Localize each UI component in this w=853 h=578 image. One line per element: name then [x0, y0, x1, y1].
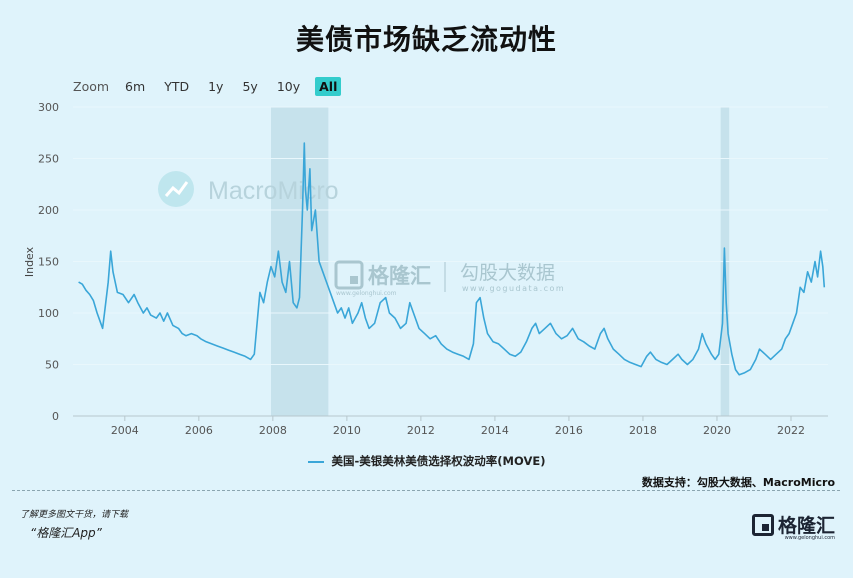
x-tick-label: 2016 — [555, 424, 583, 437]
zoom-bar: Zoom 6m YTD 1y 5y 10y All — [73, 76, 352, 96]
logo-g-icon — [751, 513, 774, 536]
svg-text:格隆汇: 格隆汇 — [368, 264, 431, 288]
y-tick-label: 250 — [38, 153, 59, 166]
zoom-5y-button[interactable]: 5y — [242, 78, 258, 94]
y-axis-label: Index — [23, 246, 36, 277]
zoom-6m-button[interactable]: 6m — [125, 78, 146, 94]
gelonghui-logo: 格隆汇 www.gelonghui.com — [751, 511, 835, 541]
y-tick-label: 0 — [52, 410, 59, 423]
x-tick-label: 2012 — [407, 424, 435, 437]
legend-swatch — [307, 460, 324, 463]
y-tick-label: 300 — [38, 101, 59, 114]
series-move — [78, 142, 826, 376]
svg-text:MacroMicro: MacroMicro — [208, 177, 339, 205]
series-line-0 — [78, 142, 826, 376]
y-tick-label: 150 — [38, 256, 59, 269]
y-tick-label: 100 — [38, 307, 59, 320]
zoom-label: Zoom — [73, 78, 110, 94]
app-name: “格隆汇App” — [30, 526, 102, 540]
x-axis: 2004 2006 2008 2010 2012 2014 2016 2018 2020 2022 — [111, 416, 805, 437]
logo-text: 格隆汇 — [777, 515, 835, 537]
x-tick-label: 2004 — [111, 424, 139, 437]
gelonghui-watermark: 格隆汇 www.gelonghui.com 勾股大数据 www.gogudata… — [334, 260, 565, 297]
x-tick-label: 2006 — [185, 424, 213, 437]
download-note: 了解更多图文干货，请下载 — [20, 510, 129, 520]
svg-text:www.gelonghui.com: www.gelonghui.com — [336, 290, 397, 297]
x-tick-label: 2010 — [333, 424, 361, 437]
zoom-all-button[interactable]: All — [315, 76, 342, 96]
watermarks: MacroMicro 格隆汇 www.gelonghui.com 勾股大数据 w… — [158, 171, 565, 297]
y-axis: 0 50 100 150 200 250 300 — [38, 101, 59, 423]
logo-url: www.gelonghui.com — [784, 535, 835, 541]
y-tick-label: 200 — [38, 204, 59, 217]
svg-text:勾股大数据: 勾股大数据 — [460, 262, 555, 284]
source-note: 数据支持：勾股大数据、MacroMicro — [641, 476, 835, 489]
x-tick-label: 2014 — [481, 424, 509, 437]
y-tick-label: 50 — [45, 359, 59, 372]
x-tick-label: 2008 — [259, 424, 287, 437]
x-tick-label: 2020 — [703, 424, 731, 437]
svg-text:www.gogudata.com: www.gogudata.com — [462, 284, 565, 293]
zoom-1y-button[interactable]: 1y — [208, 78, 224, 94]
page-title: 美债市场缺乏流动性 — [295, 23, 557, 56]
x-tick-label: 2022 — [777, 424, 805, 437]
legend[interactable]: 美国-美银美林美债选择权波动率(MOVE) — [0, 453, 853, 469]
macromicro-watermark: MacroMicro — [158, 171, 339, 207]
x-tick-label: 2018 — [629, 424, 657, 437]
grid-lines — [73, 106, 828, 417]
legend-label: 美国-美银美林美债选择权波动率(MOVE) — [331, 454, 546, 468]
zoom-ytd-button[interactable]: YTD — [164, 78, 190, 94]
chart-area: MacroMicro 格隆汇 www.gelonghui.com 勾股大数据 w… — [23, 101, 828, 437]
zoom-10y-button[interactable]: 10y — [276, 78, 301, 94]
divider — [12, 490, 840, 491]
